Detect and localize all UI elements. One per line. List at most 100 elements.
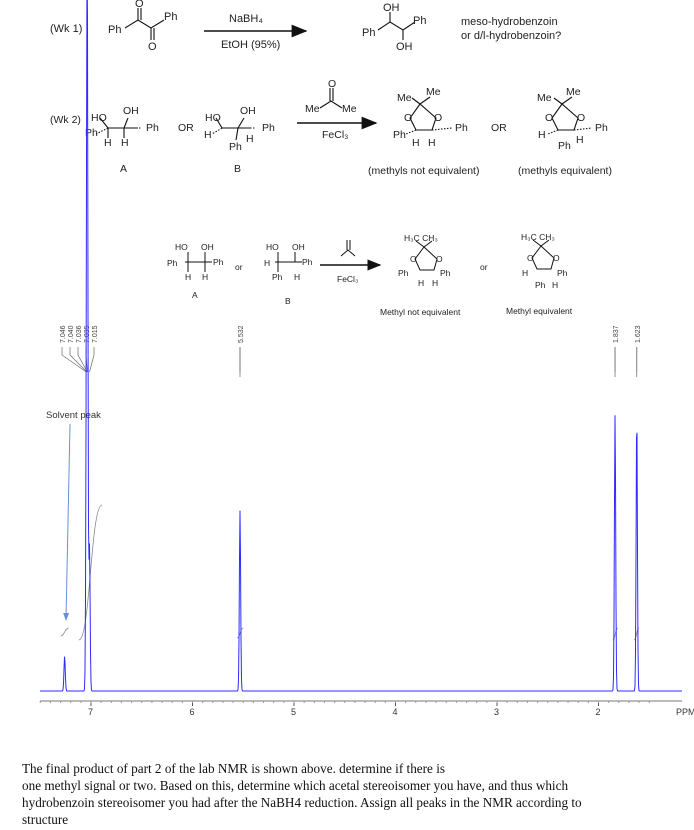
diol-B-h2: H <box>246 133 254 145</box>
nmr-tick-label-2: 2 <box>596 707 601 717</box>
diol-A-oh: OH <box>123 105 139 117</box>
nmr-integrals <box>60 504 640 641</box>
acetal-right-ph-bottom: Ph <box>558 140 571 152</box>
wk1-reagent-bottom: EtOH (95%) <box>221 39 280 51</box>
hydrobenzoin-structure <box>377 12 416 40</box>
nmr-peak-connector <box>61 347 87 373</box>
wk1-reagent-top: NaBH₄ <box>229 13 263 25</box>
nmr-peak-connector <box>77 347 88 373</box>
wk2-note-left: (methyls not equivalent) <box>368 165 479 177</box>
nmr-tick-label-5: 5 <box>291 707 296 717</box>
nmr-peak-label: 7.046 <box>60 325 67 343</box>
acetal-right-h2: H <box>576 134 584 146</box>
diol-B-ph-bottom: Ph <box>229 141 242 153</box>
nmr-peak-label: 7.040 <box>68 325 75 343</box>
acetone-o: O <box>328 78 336 90</box>
s2-acetal-left-h1: H <box>418 278 424 288</box>
nmr-integral-curve <box>60 627 69 637</box>
diol-A-ph-left: Ph <box>85 127 98 139</box>
diol-A-ho: HO <box>91 112 107 124</box>
nmr-peak-connector <box>69 347 88 373</box>
wk1-question-line1: meso-hydrobenzoin <box>461 16 558 28</box>
nmr-integral-curve <box>612 627 618 641</box>
s2-B-ph-bottom: Ph <box>272 272 283 282</box>
acetone-me-left: Me <box>305 103 320 115</box>
scheme2-acetone <box>340 240 356 257</box>
nmr-peak-connector <box>89 347 95 373</box>
acetal-left-me1: Me <box>397 92 412 104</box>
s2-acetal-right-h: H <box>522 268 528 278</box>
nmr-axis-unit: PPM <box>676 707 694 717</box>
s2-A-ho: HO <box>175 242 188 252</box>
question-line-4: structure <box>22 812 69 827</box>
nmr-spectrum: 7.046 7.040 7.036 7.035 7.015 5.532 1.837 1.623… <box>39 0 694 717</box>
wk2-reagent: FeCl₃ <box>322 129 348 141</box>
solvent-peak-label: Solvent peak <box>46 410 101 421</box>
s2-acetal-right-h2: H <box>552 280 558 290</box>
question-line-2: one methyl signal or two. Based on this,… <box>22 778 569 793</box>
acetal-right-structure <box>547 96 593 135</box>
s2-acetal-left-o1: O <box>410 254 417 264</box>
s2-note-left: Methyl not equivalent <box>380 307 461 317</box>
s2-acetal-right-o2: O <box>553 253 560 263</box>
nmr-tick-label-7: 7 <box>88 707 93 717</box>
nmr-peak-label: 1.837 <box>613 325 620 343</box>
diol-A-label: A <box>120 163 127 175</box>
scheme2-acetal-right <box>531 239 555 270</box>
s2-B-label: B <box>285 296 291 306</box>
question-line-3: hydrobenzoin stereoisomer you had after … <box>22 795 582 810</box>
nmr-peak-label: 5.532 <box>238 325 245 343</box>
s2-A-oh: OH <box>201 242 214 252</box>
nmr-axis-ticks: 7 6 5 4 3 2 <box>39 701 650 717</box>
s2-acetal-right-ph-bottom: Ph <box>535 280 546 290</box>
question-line-1: The final product of part 2 of the lab N… <box>22 761 445 776</box>
diol-B-oh: OH <box>240 105 256 117</box>
benzil-o-top: O <box>135 0 144 10</box>
wk1-question-line2: or d/l-hydrobenzoin? <box>461 30 561 42</box>
diol-A-ph-right: Ph <box>146 122 159 134</box>
question-text: The final product of part 2 of the lab N… <box>22 760 672 828</box>
acetal-left-h1: H <box>412 137 420 149</box>
nmr-tick-label-3: 3 <box>494 707 499 717</box>
s2-or-1: or <box>235 262 243 272</box>
acetal-right-me2: Me <box>566 86 581 98</box>
scheme2-acetal-left <box>414 240 438 271</box>
diol-B-structure <box>211 117 256 141</box>
nmr-tick-label-4: 4 <box>393 707 398 717</box>
acetal-left-o2: O <box>434 112 442 124</box>
scheme2-diol-B <box>275 252 302 272</box>
diol-B-ho: HO <box>205 112 221 124</box>
hydrobenzoin-ph-left: Ph <box>362 27 375 39</box>
nmr-peak-labels: 7.046 7.040 7.036 7.035 7.015 5.532 1.837 1.623 <box>60 325 642 377</box>
acetal-right-o2: O <box>577 112 585 124</box>
diol-A-h1: H <box>104 137 112 149</box>
nmr-integral-curve <box>237 627 244 639</box>
scheme2-diol-A <box>185 252 212 272</box>
wk1-label: (Wk 1) <box>50 23 82 35</box>
s2-B-h: H <box>264 258 270 268</box>
s2-or-2: or <box>480 262 488 272</box>
s2-acetal-right-ph: Ph <box>557 268 568 278</box>
wk2-label: (Wk 2) <box>50 114 81 126</box>
wk1-row: (Wk 1) Ph Ph O O NaBH₄ EtOH (95%) Ph Ph … <box>50 0 561 53</box>
s2-A-h1: H <box>185 272 191 282</box>
acetal-left-o1: O <box>404 112 412 124</box>
s2-acetal-right-o1: O <box>527 253 534 263</box>
s2-note-right: Methyl equivalent <box>506 306 573 316</box>
scheme2-row: HO OH Ph Ph H H A or HO OH H Ph Ph H B F… <box>167 232 573 317</box>
wk2-row: (Wk 2) HO OH Ph Ph H H A OR HO OH H Ph <box>50 78 612 177</box>
s2-B-ph-right: Ph <box>302 257 313 267</box>
wk2-or-2: OR <box>491 122 507 134</box>
acetone-structure <box>319 88 343 109</box>
nmr-peak-label: 7.015 <box>92 325 99 343</box>
s2-acetal-left-methyls: H₃C CH₃ <box>404 233 438 243</box>
nmr-trace <box>40 0 682 692</box>
diol-A-structure <box>95 117 142 138</box>
hydrobenzoin-oh-top: OH <box>383 2 400 14</box>
acetal-left-ph-right: Ph <box>455 122 468 134</box>
s2-acetal-left-o2: O <box>436 254 443 264</box>
s2-A-ph-left: Ph <box>167 258 178 268</box>
wk2-or-1: OR <box>178 122 194 134</box>
wk2-note-right: (methyls equivalent) <box>518 165 612 177</box>
s2-acetal-left-ph-right: Ph <box>440 268 451 278</box>
